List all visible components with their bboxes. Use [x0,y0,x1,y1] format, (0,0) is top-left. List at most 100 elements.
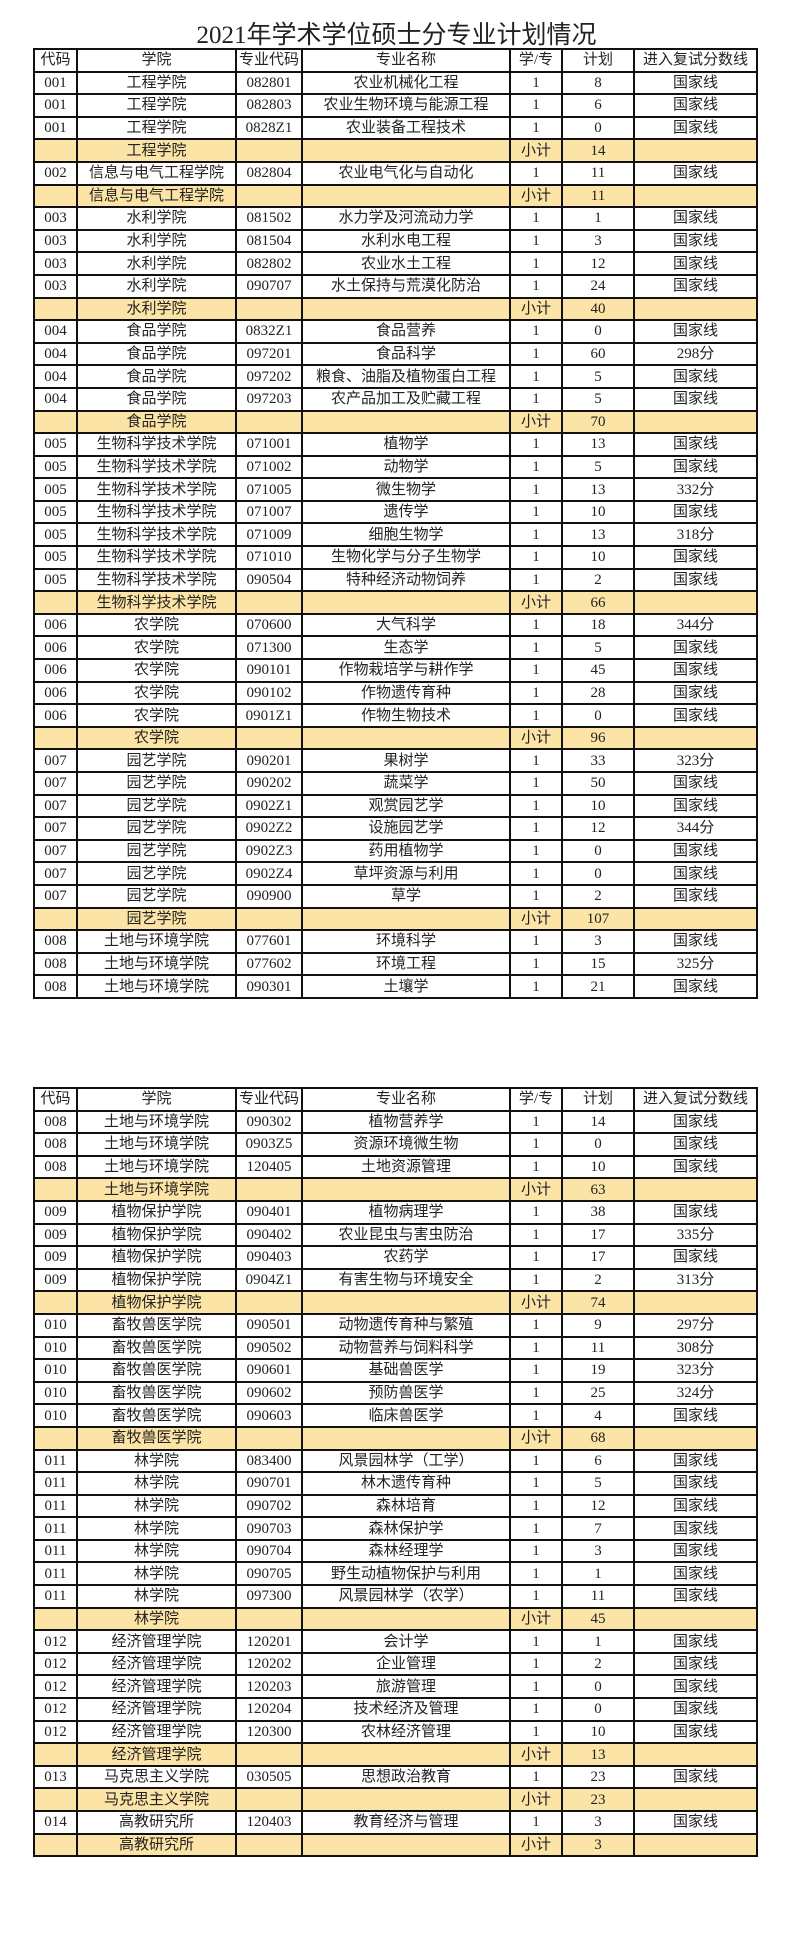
table-row: 002 信息与电气工程学院 082804 农业电气化与自动化 1 11 国家线 [33,160,758,186]
cell-plan: 17 [561,1222,635,1248]
cell-type: 小计 [509,409,563,435]
cell-major-code: 0832Z1 [235,319,303,344]
cell-type: 1 [509,93,563,118]
cell-plan: 0 [561,1132,635,1157]
cell-type: 1 [509,1629,563,1654]
cell-code: 011 [33,1584,78,1609]
cell-major-code: 030505 [235,1764,303,1790]
cell-retest-score: 国家线 [633,1629,758,1654]
cell-code: 010 [33,1335,78,1361]
cell-retest-score: 国家线 [633,319,758,344]
cell-type: 1 [509,1199,563,1225]
cell-type: 1 [509,1312,563,1338]
cell-major-code [235,1290,303,1315]
cell-plan: 0 [561,838,635,864]
cell-plan: 60 [561,341,635,367]
cell-type: 1 [509,1538,563,1564]
page-title: 2021年学术学位硕士分专业计划情况 [196,22,597,49]
cell-type: 1 [509,951,563,977]
cell-major-name: 农业电气化与自动化 [301,160,511,186]
cell-plan: 3 [561,1810,635,1835]
cell-college: 植物保护学院 [76,1267,237,1293]
subtotal-row: 工程学院 小计 14 [33,138,758,163]
subtotal-row: 信息与电气工程学院 小计 11 [33,183,758,209]
table-row: 009 植物保护学院 090402 农业昆虫与害虫防治 1 17 335分 [33,1222,758,1248]
cell-major-name [301,590,511,615]
cell-retest-score [633,590,758,615]
cell-college: 园艺学院 [76,883,237,909]
cell-major-code: 090301 [235,974,303,999]
cell-college: 高教研究所 [76,1832,237,1858]
cell-plan: 23 [561,1764,635,1790]
cell-college: 农学院 [76,658,237,683]
cell-plan: 8 [561,70,635,96]
cell-type: 1 [509,454,563,480]
cell-plan: 21 [561,974,635,999]
table-row: 012 经济管理学院 120203 旅游管理 1 0 国家线 [33,1674,758,1700]
cell-major-name: 动物学 [301,454,511,480]
cell-major-code: 090101 [235,658,303,683]
cell-type: 1 [509,1154,563,1180]
cell-major-code: 070600 [235,612,303,638]
cell-plan: 7 [561,1516,635,1541]
cell-major-name: 农药学 [301,1245,511,1270]
cell-code: 004 [33,319,78,344]
cell-plan: 0 [561,115,635,141]
cell-major-code: 097300 [235,1584,303,1609]
cell-college: 经济管理学院 [76,1674,237,1700]
cell-type: 小计 [509,1177,563,1202]
cell-college: 经济管理学院 [76,1629,237,1654]
cell-retest-score: 国家线 [633,1199,758,1225]
cell-college: 生物科学技术学院 [76,522,237,548]
table-row: 006 农学院 0901Z1 作物生物技术 1 0 国家线 [33,703,758,728]
cell-major-name: 草坪资源与利用 [301,861,511,886]
cell-major-code [235,725,303,751]
cell-retest-score: 国家线 [633,228,758,254]
cell-retest-score: 国家线 [633,432,758,457]
cell-type: 1 [509,1267,563,1293]
cell-type: 小计 [509,590,563,615]
cell-code: 009 [33,1222,78,1248]
cell-code [33,1290,78,1315]
cell-plan: 5 [561,1471,635,1496]
cell-plan: 38 [561,1199,635,1225]
cell-college: 园艺学院 [76,793,237,819]
cell-major-name: 作物遗传育种 [301,680,511,706]
cell-type: 小计 [509,1290,563,1315]
cell-plan: 13 [561,522,635,548]
cell-college: 林学院 [76,1493,237,1519]
table-row: 010 畜牧兽医学院 090501 动物遗传育种与繁殖 1 9 297分 [33,1312,758,1338]
cell-code: 003 [33,206,78,231]
cell-major-name: 动物遗传育种与繁殖 [301,1312,511,1338]
cell-college: 食品学院 [76,319,237,344]
cell-type: 1 [509,658,563,683]
cell-college: 园艺学院 [76,771,237,796]
table-row: 006 农学院 090101 作物栽培学与耕作学 1 45 国家线 [33,658,758,683]
cell-retest-score [633,1742,758,1767]
cell-code: 007 [33,861,78,886]
cell-college: 农学院 [76,612,237,638]
table-row: 005 生物科学技术学院 071001 植物学 1 13 国家线 [33,432,758,457]
cell-retest-score: 国家线 [633,703,758,728]
cell-college: 畜牧兽医学院 [76,1380,237,1406]
subtotal-row: 林学院 小计 45 [33,1606,758,1632]
cell-type: 1 [509,1584,563,1609]
cell-college: 水利学院 [76,273,237,299]
cell-college: 园艺学院 [76,816,237,841]
cell-plan: 13 [561,432,635,457]
cell-retest-score: 国家线 [633,115,758,141]
cell-major-name [301,1742,511,1767]
cell-major-name: 设施园艺学 [301,816,511,841]
cell-college: 农学院 [76,680,237,706]
cell-major-code: 082802 [235,251,303,276]
cell-retest-score: 国家线 [633,680,758,706]
cell-major-name: 农业生物环境与能源工程 [301,93,511,118]
cell-type: 1 [509,635,563,661]
cell-code: 009 [33,1267,78,1293]
cell-type: 1 [509,929,563,954]
cell-major-code: 0828Z1 [235,115,303,141]
cell-major-name: 草学 [301,883,511,909]
cell-major-code: 090703 [235,1516,303,1541]
cell-type: 1 [509,251,563,276]
cell-major-name: 作物生物技术 [301,703,511,728]
